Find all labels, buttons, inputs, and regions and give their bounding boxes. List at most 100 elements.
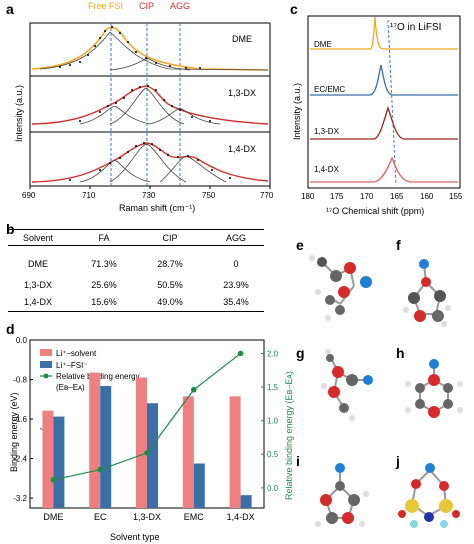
panel-c-frame: [307, 15, 461, 189]
atom-oxygen: [332, 366, 344, 378]
panel-a-ticks: [29, 186, 271, 189]
atom-hydrogen: [359, 521, 365, 527]
dme-component-2: [109, 57, 191, 71]
table-header-agg: AGG: [225, 233, 246, 243]
y2-tick-label: 0.0: [267, 484, 279, 493]
atom-lithium: [419, 259, 429, 269]
atom-oxygen: [414, 310, 426, 322]
atom-hydrogen: [325, 349, 331, 355]
atom-hydrogen: [309, 255, 315, 261]
atom-carbon: [443, 383, 453, 393]
atom-hydrogen: [349, 415, 355, 421]
cip-label: CIP: [139, 1, 154, 11]
atom-hydrogen: [315, 289, 321, 295]
c-xtick-180: 180: [301, 192, 315, 201]
panel-c: c ¹⁷O in LiFSI DME EC/EMC 1,3-DX 1,4-DX …: [290, 1, 463, 216]
bar-li-solvent: [182, 396, 194, 508]
atom-carbon: [434, 290, 446, 302]
atom-lithium: [335, 463, 345, 473]
molecule-h: h: [396, 345, 463, 418]
panel-a: a Free FSI CIP AGG DME 1,3-DX 1,4-DX Int…: [6, 1, 274, 213]
panel-c-title: ¹⁷O in LiFSI: [390, 22, 441, 33]
molecule-j: j: [395, 453, 460, 528]
y-tick-label: -2.4: [13, 455, 27, 464]
y2-tick-label: 2.0: [267, 349, 279, 358]
panel-label-h: h: [396, 345, 405, 361]
nmr-label-dme: DME: [314, 40, 332, 49]
atom-carbon: [317, 257, 327, 267]
molecule-e: e: [296, 237, 372, 321]
legend-label-li-fsi: Li⁺–FSI⁻: [56, 361, 88, 370]
atom-sulfur: [405, 499, 419, 513]
panel-label-d: d: [6, 321, 15, 337]
molecule-g: g: [296, 345, 373, 421]
panel-label-i: i: [296, 453, 300, 469]
table-cell: 49.0%: [157, 297, 183, 307]
x-tick-label: DME: [43, 512, 63, 522]
atom-nitrogen: [424, 512, 434, 522]
nmr-dme: [310, 16, 458, 50]
panel-c-xlabel: ¹⁷O Chemical shift (ppm): [326, 206, 424, 216]
atom-fluorine: [410, 520, 418, 528]
panel-label-j: j: [395, 453, 400, 469]
y2-tick-label: 0.5: [267, 450, 279, 459]
panel-d: d Binding energy (eV) Relative binding e…: [6, 321, 294, 542]
table-row: DME 71.3% 28.7% 0: [8, 259, 270, 274]
table-bottom-rule: [8, 311, 264, 312]
table-cell: 71.3%: [91, 259, 117, 269]
atom-oxygen: [328, 386, 340, 398]
atom-lithium: [425, 463, 435, 473]
atom-oxygen: [452, 510, 460, 518]
atom-carbon: [415, 383, 425, 393]
atom-oxygen: [338, 286, 350, 298]
atom-oxygen: [439, 481, 449, 491]
molecule-i: i: [296, 453, 369, 527]
y-tick-label: 0.0: [16, 336, 28, 345]
table-cell: 35.4%: [223, 297, 249, 307]
xtick-690: 690: [22, 191, 36, 200]
dx14-component-2: [109, 143, 187, 183]
panel-label-g: g: [296, 345, 305, 361]
panel-d-ylabel: Binding energy (eV): [9, 392, 19, 472]
bar-li-fsi: [53, 416, 65, 508]
atom-oxygen: [398, 510, 406, 518]
atom-carbon: [408, 292, 420, 304]
nmr-ecemc: [310, 64, 458, 96]
atom-fluorine: [440, 520, 448, 528]
panel-label-e: e: [296, 237, 304, 253]
dme-component-1: [39, 31, 269, 71]
legend-marker-relative: [43, 373, 49, 379]
panel-a-ylabel: Intensity (a.u.): [14, 85, 24, 142]
atom-hydrogen: [363, 491, 369, 497]
table-header-fa: FA: [98, 233, 110, 243]
atom-hydrogen: [457, 407, 463, 413]
relative-energy-point: [237, 350, 244, 357]
c-xtick-170: 170: [360, 192, 374, 201]
dx14-component-1: [79, 159, 151, 183]
trace-label-14dx: 1,4-DX: [228, 144, 256, 154]
atom-carbon: [339, 403, 349, 413]
atom-hydrogen: [457, 381, 463, 387]
atom-hydrogen: [445, 305, 451, 311]
panel-d-xlabel: Solvent type: [110, 532, 160, 542]
c-xtick-155: 155: [449, 192, 463, 201]
dx13-points: [79, 85, 211, 122]
agg-label: AGG: [170, 1, 190, 11]
dx14-fit: [31, 142, 269, 183]
x-tick-label: EC: [94, 512, 107, 522]
atom-carbon: [348, 494, 360, 506]
relative-energy-point: [144, 450, 150, 456]
c-xtick-160: 160: [420, 192, 434, 201]
x-tick-label: 1,4-DX: [227, 512, 255, 522]
legend-label-relative-formula: (Eʙ–Eᴀ): [56, 383, 85, 392]
relative-energy-point: [50, 476, 57, 483]
panel-label-a: a: [6, 1, 14, 17]
bar-li-solvent: [136, 377, 147, 508]
table-header-rule: [8, 245, 264, 246]
atom-carbon: [326, 512, 338, 524]
table-cell: 0: [233, 259, 239, 269]
atom-hydrogen: [441, 321, 447, 327]
table-header-solvent: Solvent: [22, 233, 54, 243]
dx14-points: [69, 142, 231, 181]
